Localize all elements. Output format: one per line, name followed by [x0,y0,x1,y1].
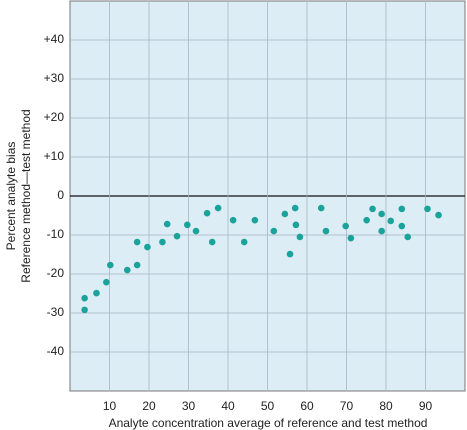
y-tick-label: 0 [57,188,64,202]
x-tick-label: 80 [379,399,393,413]
data-point [291,204,299,212]
data-point [369,205,376,213]
y-tick-label: -10 [47,227,65,241]
data-point [435,211,442,219]
x-tick-label: 20 [142,399,156,413]
data-point [133,261,141,269]
data-point [251,216,259,224]
data-point [281,210,289,218]
data-point [387,217,395,225]
data-point [398,222,406,230]
data-point [424,205,431,213]
data-point [296,233,304,241]
data-point [240,238,248,246]
y-axis-label: Percent analyte bias [4,142,18,251]
y-tick-label: +10 [44,149,65,163]
data-point [184,221,191,229]
data-point [81,306,88,314]
x-tick-label: 70 [340,399,354,413]
data-point [173,232,181,240]
x-axis-label: Analyte concentration average of referen… [109,416,428,430]
y-tick-label: -20 [47,266,65,280]
data-point [192,227,200,235]
data-point [292,221,300,229]
x-tick-label: 90 [419,399,433,413]
y-tick-label: +40 [44,32,65,46]
x-tick-label: 40 [221,399,235,413]
x-tick-label: 50 [261,399,275,413]
x-tick-label: 10 [103,399,117,413]
data-point [363,216,370,224]
data-point [123,266,131,274]
data-point [133,238,141,246]
data-point [163,220,171,228]
y-tick-label: -30 [47,305,65,319]
data-point [378,227,385,235]
x-tick-label: 30 [182,399,196,413]
y-tick-label: -40 [47,344,65,358]
data-point [208,238,216,246]
data-point [229,216,237,224]
data-point [144,243,151,251]
data-point [347,234,355,242]
data-point [203,209,211,217]
x-tick-label: 60 [300,399,314,413]
data-point [342,222,350,230]
data-point [404,233,412,241]
data-point [322,227,330,235]
data-point [81,294,88,302]
data-point [93,289,100,297]
data-point [317,204,325,212]
data-point [103,278,110,286]
y-tick-label: +20 [44,110,65,124]
data-point [286,250,294,258]
data-point [159,238,166,246]
data-point [214,204,222,212]
data-point [270,227,278,235]
y-tick-label: +30 [44,71,65,85]
data-point [106,261,114,269]
data-point [398,205,406,213]
y-axis-label: Reference method—test method [19,109,33,282]
data-point [378,210,385,218]
